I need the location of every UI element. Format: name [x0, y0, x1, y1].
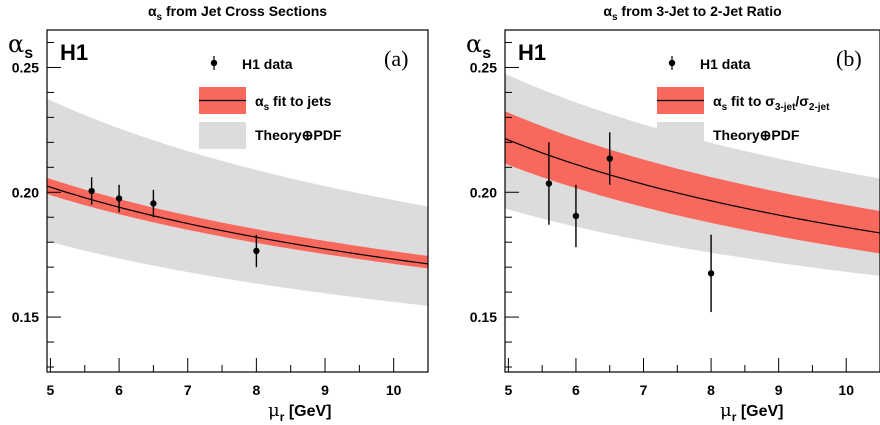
legend-label-fit: αs fit to jets: [255, 93, 332, 113]
legend-label-data: H1 data: [242, 56, 293, 72]
x-tick-label: 9: [321, 382, 329, 398]
y-tick-label: 0.20: [12, 184, 39, 200]
x-tick-label: 7: [640, 382, 648, 398]
chart-panel-b: 0.15 0.20 0.25 5 6 7 8 9 10 αs from 3-Jet to 2-Je…: [466, 3, 880, 424]
fit-central-line: [47, 185, 428, 265]
data-point: [572, 212, 580, 220]
x-axis-label: μr [GeV]: [720, 400, 784, 424]
x-tick-label: 8: [252, 382, 260, 398]
panel-tag: (a): [384, 46, 408, 71]
legend-swatch-theory: [657, 122, 704, 149]
data-point: [707, 270, 715, 277]
x-tick-label: 10: [386, 382, 402, 398]
panel-tag: (b): [836, 46, 862, 71]
x-tick-label: 6: [115, 382, 123, 398]
data-point: [545, 180, 553, 187]
fit-uncertainty-band: [47, 177, 428, 269]
chart-title: αs from Jet Cross Sections: [148, 3, 327, 23]
data-point: [88, 187, 95, 195]
x-tick-label: 10: [838, 382, 854, 398]
data-point: [115, 195, 123, 202]
y-tick-label: 0.15: [12, 309, 39, 325]
experiment-label: H1: [60, 40, 88, 65]
data-point: [606, 155, 613, 162]
y-tick-label: 0.15: [470, 309, 497, 325]
legend-label-data: H1 data: [700, 56, 751, 72]
data-point: [253, 247, 260, 255]
x-tick-label: 7: [184, 382, 192, 398]
y-axis-label: αs: [466, 30, 491, 62]
chart-title: αs from 3-Jet to 2-Jet Ratio: [603, 3, 781, 23]
legend-label-theory: Theory⊕PDF: [255, 127, 342, 143]
plot-area: [47, 98, 428, 306]
legend-label-fit: αs fit to σ3-jet/σ2-jet: [713, 93, 830, 113]
y-tick-label: 0.25: [12, 59, 39, 75]
y-tick-label: 0.25: [470, 59, 497, 75]
y-axis-label: αs: [8, 30, 33, 62]
fit-central-line: [505, 138, 880, 234]
chart-panel-a: 0.15 0.20 0.25 5 6 7 8 9 10 αs from Jet Cross Sec…: [8, 3, 429, 424]
x-tick-label: 5: [504, 382, 512, 398]
plot-area: [505, 73, 880, 313]
experiment-label: H1: [518, 40, 546, 65]
x-tick-label: 9: [775, 382, 783, 398]
legend-swatch-theory: [199, 122, 246, 149]
legend-label-theory: Theory⊕PDF: [713, 127, 800, 143]
plot-frame: [504, 29, 880, 373]
x-tick-label: 8: [707, 382, 715, 398]
y-tick-label: 0.20: [470, 184, 497, 200]
fit-uncertainty-band: [505, 111, 880, 254]
x-tick-label: 6: [572, 382, 580, 398]
data-point: [150, 200, 157, 207]
plot-frame: [46, 29, 429, 373]
x-tick-label: 5: [47, 382, 55, 398]
x-axis-label: μr [GeV]: [268, 400, 332, 424]
